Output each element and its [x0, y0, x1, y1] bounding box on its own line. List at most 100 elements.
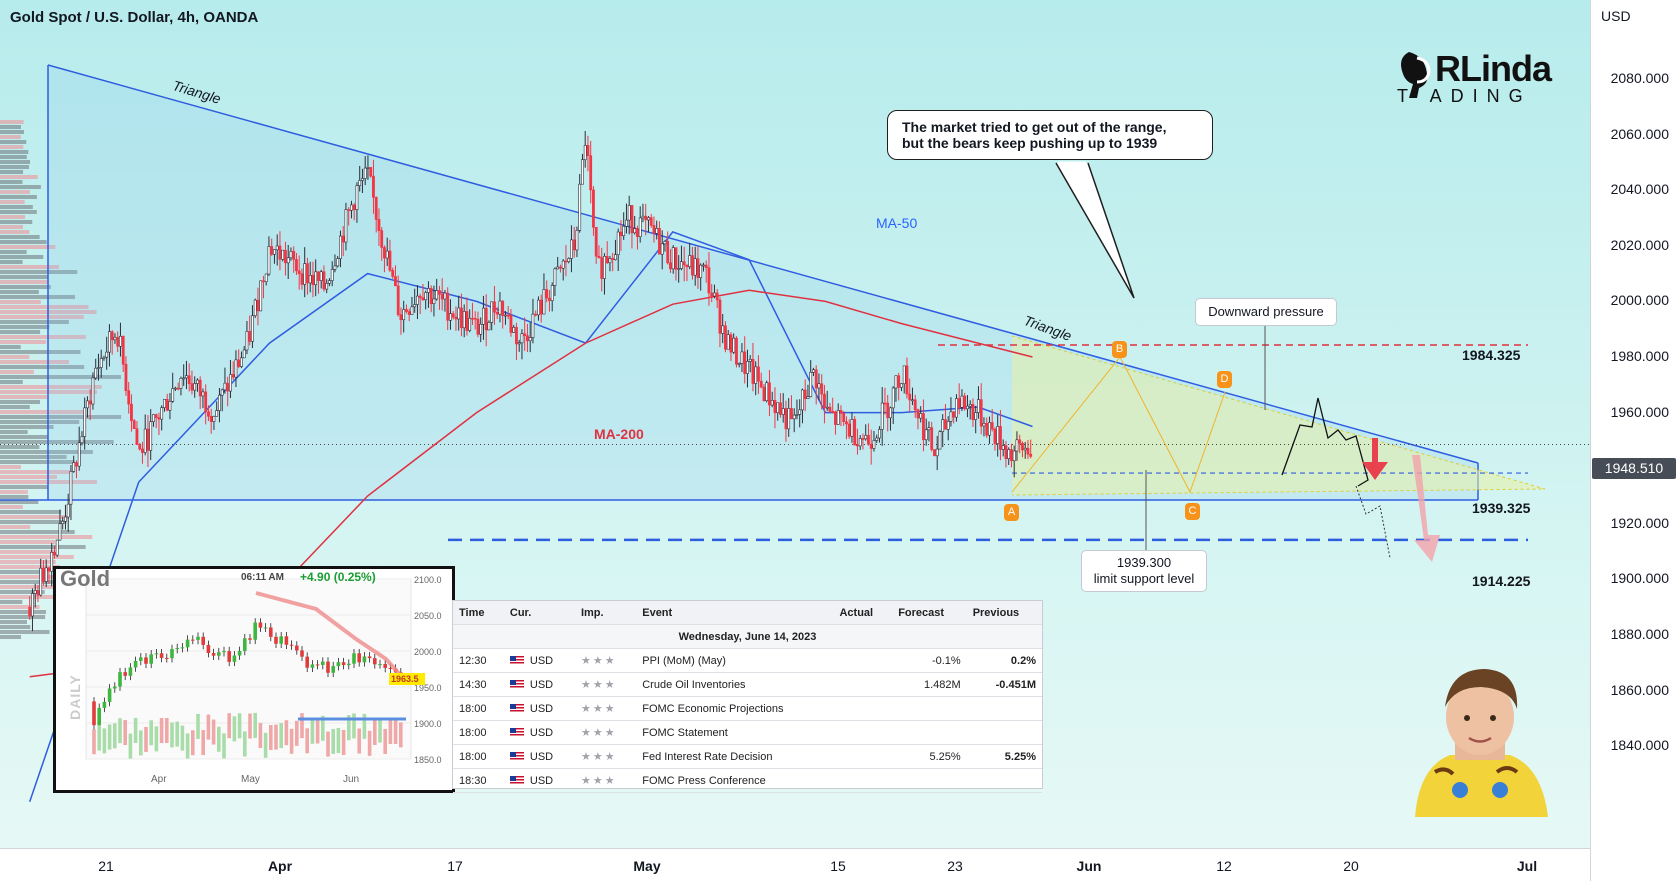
volume-profile-bar: [0, 285, 51, 289]
candle-body: [344, 209, 348, 243]
price-axis[interactable]: USD 2080.000 2060.000 2040.000 2020.000 2000…: [1590, 0, 1680, 881]
candle-body: [955, 398, 958, 418]
inset-volume-bar: [128, 733, 133, 759]
candle-body: [154, 414, 158, 418]
candle-body: [306, 263, 309, 284]
candle-body: [669, 262, 672, 270]
candle-body: [179, 377, 183, 389]
volume-profile-bar: [0, 180, 23, 184]
volume-profile-bar: [0, 460, 75, 464]
volume-profile-bar: [0, 360, 69, 364]
volume-profile-bar: [0, 315, 84, 319]
inset-candle-body: [310, 664, 315, 668]
candle-body: [740, 351, 744, 364]
event-time: 18:00: [453, 696, 504, 721]
candle-body: [163, 398, 166, 408]
candle-body: [451, 313, 455, 318]
candle-body: [990, 422, 994, 430]
event-time: 18:30: [453, 768, 504, 793]
inset-volume-bar: [144, 726, 148, 752]
inset-volume-bar: [378, 717, 382, 743]
inset-volume-bar: [175, 721, 179, 747]
inset-volume-bar: [201, 730, 205, 756]
point-c-marker: C: [1185, 503, 1200, 520]
candle-body: [938, 431, 942, 450]
inset-volume-bar: [341, 729, 346, 755]
candle-body: [988, 422, 991, 436]
candle-body: [366, 167, 370, 169]
logo-subtitle: T ADING: [1397, 86, 1532, 106]
candle-body: [275, 245, 279, 251]
chart-area[interactable]: Gold Spot / U.S. Dollar, 4h, OANDA Trian…: [0, 0, 1590, 848]
candle-body: [231, 374, 235, 378]
event-currency-text: USD: [529, 726, 554, 739]
volume-profile-bar: [0, 365, 85, 369]
inset-volume-bar: [305, 728, 309, 754]
candle-body: [264, 273, 268, 282]
candle-body: [509, 314, 513, 333]
candle-body: [572, 239, 576, 251]
inset-price-tick: 1900.0: [414, 719, 442, 729]
volume-profile-bar: [0, 245, 56, 249]
candle-body: [270, 246, 274, 255]
event-name: Crude Oil Inventories: [636, 672, 834, 697]
candle-body: [64, 516, 67, 522]
candle-body: [922, 413, 925, 441]
volume-profile-bar: [0, 130, 24, 134]
importance-stars-icon: ★★★: [580, 703, 617, 715]
volume-profile-bar: [0, 510, 62, 514]
event-currency-text: USD: [529, 678, 554, 691]
time-axis[interactable]: 21 Apr 17 May 15 23 Jun 12 20 Jul: [0, 848, 1590, 882]
candle-body: [781, 408, 785, 415]
event-currency-text: USD: [529, 654, 554, 667]
candle-body: [696, 258, 700, 279]
candle-body: [47, 567, 51, 572]
analysis-note-line: but the bears keep pushing up to 1939: [902, 135, 1158, 151]
candle-body: [273, 249, 276, 255]
candle-body: [638, 217, 642, 238]
note-tail: [1055, 162, 1135, 299]
event-currency: USD: [503, 720, 575, 745]
volume-profile-bar: [0, 215, 26, 219]
inset-volume-bar: [165, 717, 169, 743]
inset-candle-body: [217, 652, 221, 656]
candle-body: [704, 264, 708, 268]
inset-volume-bar: [357, 728, 361, 754]
volume-profile-bar: [0, 200, 25, 204]
candle-body: [330, 269, 334, 281]
inset-price-tick: 2050.0: [414, 611, 442, 621]
event-time-text: 12:30: [459, 654, 487, 667]
candle-body: [212, 415, 216, 422]
candle-body: [586, 145, 590, 156]
candle-body: [132, 420, 136, 430]
price-tick-label: 1960.000: [1610, 403, 1669, 420]
volume-profile-bar: [0, 465, 21, 469]
inset-volume-bar: [211, 719, 216, 745]
event-time-text: 18:00: [459, 750, 487, 763]
inset-last-price-badge: [389, 673, 425, 685]
inset-candle-body: [331, 666, 335, 673]
time-tick-label: May: [633, 858, 661, 874]
candle-body: [119, 336, 122, 347]
economic-calendar: Time Cur. Imp. Event Actual Forecast Pre…: [452, 600, 1043, 793]
candle-body: [504, 314, 507, 317]
candle-body: [801, 389, 804, 411]
inset-candle-body: [107, 688, 112, 702]
candle-body: [413, 304, 417, 308]
candle-body: [968, 404, 972, 407]
candle-body: [248, 331, 252, 342]
candle-body: [361, 178, 364, 181]
candle-body: [116, 336, 120, 347]
chart-canvas[interactable]: [0, 0, 1590, 848]
inset-volume-bar: [123, 720, 127, 746]
event-currency: USD: [503, 672, 575, 697]
candle-body: [278, 245, 282, 260]
candle-body: [603, 256, 606, 279]
volume-profile-bar: [0, 150, 29, 154]
inset-volume-bar: [393, 719, 398, 745]
event-time: 12:30: [453, 648, 504, 673]
candle-body: [814, 369, 818, 389]
candle-body: [297, 270, 301, 275]
candle-body: [759, 380, 763, 388]
forecast-breakdown-path: [1355, 485, 1391, 559]
